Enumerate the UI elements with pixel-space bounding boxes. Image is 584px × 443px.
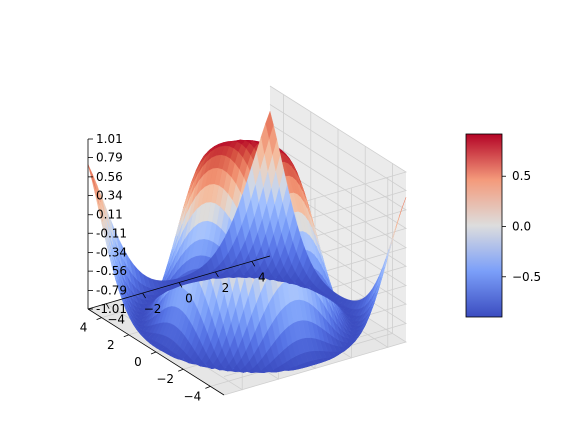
z-tick-label: -1.01 bbox=[96, 302, 127, 316]
y-tick-label: 0 bbox=[185, 292, 193, 306]
y-tick-mark bbox=[251, 261, 256, 267]
x-tick-label: 4 bbox=[80, 321, 88, 335]
y-tick-label: 2 bbox=[222, 281, 230, 295]
z-tick-label: 0.79 bbox=[96, 151, 123, 165]
colorbar: 0.5 0.0 −0.5 bbox=[465, 133, 541, 318]
x-tick-label: −2 bbox=[156, 372, 174, 386]
y-tick-mark bbox=[105, 303, 110, 309]
z-tick-label: 0.56 bbox=[96, 170, 123, 184]
colorbar-tick-label: 0.5 bbox=[512, 169, 531, 183]
x-tick-label: 2 bbox=[107, 338, 115, 352]
z-tick-label: -0.11 bbox=[96, 226, 127, 240]
colorbar-tick-label: −0.5 bbox=[512, 270, 541, 284]
y-tick-label: −4 bbox=[107, 313, 125, 327]
y-tick-mark bbox=[215, 271, 219, 278]
y-tick-label: −2 bbox=[144, 302, 162, 316]
z-tick-label: -0.34 bbox=[96, 246, 127, 260]
y-tick-mark bbox=[142, 292, 146, 299]
z-tick-label: -0.56 bbox=[96, 264, 127, 278]
x-tick-mark bbox=[96, 317, 102, 320]
z-tick-label: 1.01 bbox=[96, 132, 123, 146]
z-tick-label: 0.34 bbox=[96, 188, 123, 202]
x-tick-label: −4 bbox=[184, 389, 202, 403]
y-tick-label: 4 bbox=[258, 270, 266, 284]
x-tick-label: 0 bbox=[134, 355, 142, 369]
y-tick-mark bbox=[178, 282, 183, 288]
colorbar-gradient bbox=[465, 133, 503, 318]
x-tick-mark bbox=[205, 386, 211, 389]
colorbar-tick-label: 0.0 bbox=[512, 220, 531, 234]
x-tick-mark bbox=[150, 351, 157, 355]
x-tick-mark bbox=[178, 368, 184, 372]
x-tick-mark bbox=[123, 334, 129, 338]
surface-plot bbox=[87, 110, 407, 374]
z-tick-label: 0.11 bbox=[96, 208, 123, 222]
z-tick-label: -0.79 bbox=[96, 283, 127, 297]
axis-ticks: −4 −2 0 2 4 −4 −2 0 2 4 1.01 0.79 0.56 0.34 0.11 -0.11 -… bbox=[80, 132, 266, 403]
